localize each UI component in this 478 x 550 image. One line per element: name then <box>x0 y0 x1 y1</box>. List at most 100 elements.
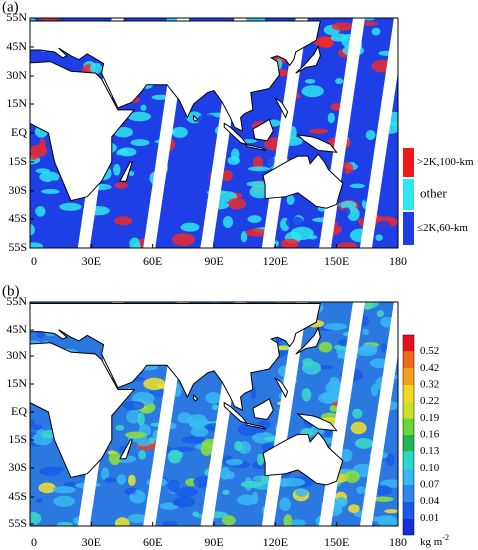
colorbar-frame <box>402 334 415 536</box>
colorbar-label: 0.32 <box>420 379 439 391</box>
texture <box>140 104 147 111</box>
lon-label: 30E <box>82 254 101 268</box>
colorbar-box <box>403 468 414 485</box>
texture <box>112 154 136 165</box>
texture <box>30 224 35 236</box>
texture <box>118 147 137 157</box>
texture <box>222 216 234 229</box>
texture <box>362 18 376 21</box>
texture <box>355 437 374 449</box>
lon-label: 60E <box>143 535 162 549</box>
colorbar-box <box>403 418 414 435</box>
texture <box>35 498 43 503</box>
lat-label: 55N <box>6 10 27 24</box>
land <box>30 20 321 132</box>
texture <box>237 494 257 506</box>
texture <box>130 139 150 147</box>
texture <box>177 412 193 424</box>
lon-label: 90E <box>204 254 223 268</box>
texture <box>323 323 348 331</box>
texture <box>318 392 340 404</box>
lat-label: 30S <box>8 183 27 197</box>
texture <box>47 180 61 190</box>
texture <box>307 367 315 373</box>
colorbar-label: 0.52 <box>420 345 439 357</box>
texture <box>124 431 147 439</box>
texture <box>340 200 357 210</box>
texture <box>384 509 398 514</box>
land <box>296 134 338 153</box>
texture <box>164 196 184 206</box>
texture <box>127 513 148 524</box>
texture <box>151 94 170 100</box>
land <box>30 342 136 479</box>
texture <box>136 440 151 447</box>
texture <box>181 436 205 444</box>
texture <box>178 168 193 178</box>
texture <box>176 210 196 224</box>
texture <box>30 511 42 526</box>
colorbar-label: 0.42 <box>420 362 439 374</box>
texture <box>127 474 136 486</box>
texture <box>193 476 211 488</box>
lon-label: 60E <box>143 254 162 268</box>
lon-label: 150E <box>324 535 349 549</box>
legend-swatch <box>403 179 414 210</box>
land <box>262 431 344 486</box>
texture <box>378 38 392 45</box>
colorbar-label: 0.04 <box>420 495 440 507</box>
texture <box>147 133 158 147</box>
texture <box>104 477 117 484</box>
texture <box>321 18 335 21</box>
lon-label: 120E <box>263 535 288 549</box>
texture <box>227 197 246 210</box>
land <box>274 96 289 119</box>
texture <box>108 451 121 466</box>
texture <box>309 128 328 134</box>
texture <box>113 163 121 176</box>
land <box>223 122 248 146</box>
land <box>295 44 321 74</box>
texture <box>263 154 275 168</box>
texture <box>342 207 351 217</box>
texture <box>373 485 393 496</box>
lat-label: 15N <box>6 96 27 110</box>
legend-swatch <box>403 148 414 177</box>
texture <box>329 404 339 412</box>
texture <box>347 207 360 222</box>
texture <box>116 474 127 485</box>
texture <box>115 424 125 431</box>
texture <box>253 156 264 170</box>
panel-label: (a) <box>2 0 19 15</box>
texture <box>265 107 273 115</box>
legend-label: ≤2K,60-km <box>417 222 468 234</box>
texture <box>36 330 46 339</box>
texture <box>349 183 366 189</box>
land <box>193 114 199 123</box>
texture <box>190 427 209 437</box>
texture <box>245 228 268 237</box>
lon-label: 0 <box>31 535 37 549</box>
texture <box>344 470 360 483</box>
texture <box>240 480 264 488</box>
texture <box>247 215 262 223</box>
texture <box>279 478 289 488</box>
land <box>246 422 267 430</box>
texture <box>350 421 367 435</box>
texture <box>221 170 233 182</box>
lat-label: 30N <box>6 68 27 82</box>
texture <box>304 78 316 84</box>
colorbar-label: 0.19 <box>420 412 440 424</box>
texture <box>246 181 269 187</box>
texture <box>171 233 196 246</box>
texture <box>197 114 217 126</box>
land <box>296 413 338 432</box>
texture <box>337 242 357 248</box>
colorbar-box <box>403 401 414 419</box>
texture <box>330 386 341 392</box>
texture <box>174 486 198 497</box>
texture <box>356 486 366 494</box>
texture <box>376 310 384 317</box>
lat-label: 45N <box>6 322 27 336</box>
unit: kg m <box>420 536 443 548</box>
